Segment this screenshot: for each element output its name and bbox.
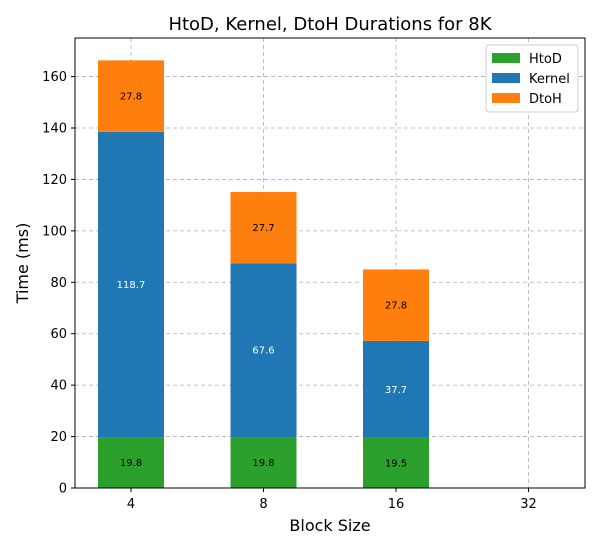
chart-title: HtoD, Kernel, DtoH Durations for 8K xyxy=(168,14,492,35)
data-label: 118.7 xyxy=(117,280,146,291)
bars xyxy=(98,60,429,488)
x-tick-label: 16 xyxy=(388,497,405,512)
legend-label: DtoH xyxy=(529,92,562,107)
y-tick-label: 100 xyxy=(42,224,67,239)
y-axis-label: Time (ms) xyxy=(13,223,32,305)
bar-labels: 19.8 118.7 27.8 19.8 67.6 27.7 19.5 37.7 27.8 xyxy=(117,92,407,470)
x-tick-label: 32 xyxy=(520,497,537,512)
data-label: 27.7 xyxy=(252,223,274,234)
x-axis-label: Block Size xyxy=(289,516,370,535)
data-label: 19.8 xyxy=(252,458,274,469)
bar-htod xyxy=(230,437,297,488)
legend-label: HtoD xyxy=(529,52,562,67)
y-tick-label: 60 xyxy=(50,327,67,342)
bar-dtoh xyxy=(363,269,429,341)
bar-dtoh xyxy=(98,60,164,132)
data-label: 19.5 xyxy=(385,458,407,469)
legend-label: Kernel xyxy=(529,72,570,87)
y-tick-label: 20 xyxy=(50,430,67,445)
data-label: 27.8 xyxy=(385,301,407,312)
y-tick-label: 40 xyxy=(50,379,67,394)
y-tick-label: 160 xyxy=(42,70,67,85)
legend: HtoD Kernel DtoH xyxy=(485,44,579,113)
data-label: 67.6 xyxy=(252,346,274,357)
x-axis: 4 8 16 32 xyxy=(127,488,537,512)
bar-dtoh xyxy=(230,192,297,264)
plot-frame xyxy=(74,37,586,489)
data-label: 19.8 xyxy=(120,458,142,469)
bar-kernel xyxy=(98,131,164,438)
y-tick-label: 80 xyxy=(50,276,67,291)
x-tick-label: 4 xyxy=(127,497,135,512)
data-label: 27.8 xyxy=(120,92,142,103)
legend-swatch xyxy=(492,53,520,63)
data-label: 37.7 xyxy=(385,385,407,396)
y-axis: 0 20 40 60 80 100 120 140 160 xyxy=(42,70,75,497)
bar-htod xyxy=(363,437,429,488)
y-tick-label: 140 xyxy=(42,122,67,137)
x-tick-label: 8 xyxy=(259,497,267,512)
legend-swatch xyxy=(492,93,520,103)
y-tick-label: 0 xyxy=(59,482,67,497)
bar-htod xyxy=(98,437,164,488)
bar-kernel xyxy=(363,340,429,438)
legend-swatch xyxy=(492,73,520,83)
bar-kernel xyxy=(230,263,297,438)
y-tick-label: 120 xyxy=(42,173,67,188)
